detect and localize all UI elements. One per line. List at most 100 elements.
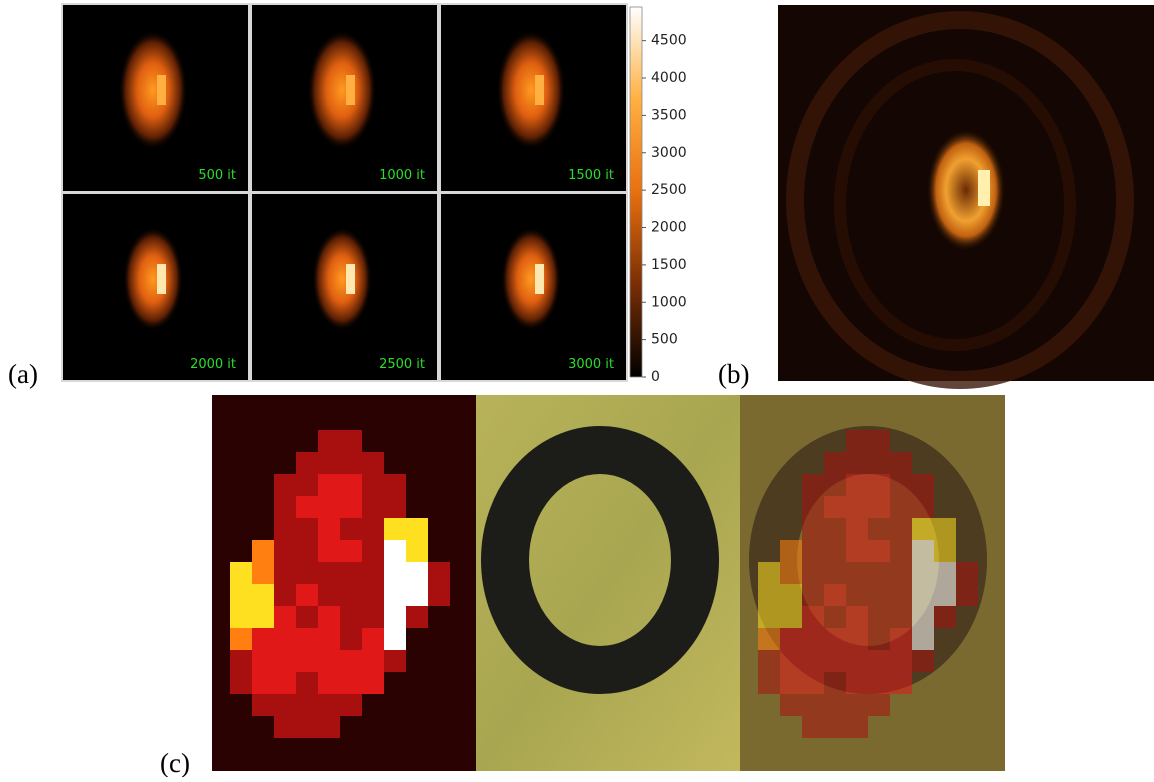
heat-pixel bbox=[780, 694, 802, 716]
heat-pixel bbox=[802, 716, 824, 738]
heat-pixel bbox=[362, 452, 384, 474]
heat-pixel bbox=[890, 518, 912, 540]
heat-pixel bbox=[890, 474, 912, 496]
blob bbox=[308, 30, 377, 150]
heat-pixel bbox=[846, 584, 868, 606]
heat-pixel bbox=[274, 650, 296, 672]
heat-pixel bbox=[362, 562, 384, 584]
heat-pixel bbox=[868, 606, 890, 628]
heat-pixel bbox=[296, 672, 318, 694]
colorbar-tick-label: 4500 bbox=[651, 33, 687, 49]
heat-pixel bbox=[362, 628, 384, 650]
heat-pixel bbox=[912, 474, 934, 496]
heat-pixel bbox=[802, 672, 824, 694]
heat-pixel bbox=[868, 584, 890, 606]
tile-label: 1500 it bbox=[568, 168, 614, 183]
heat-pixel bbox=[846, 474, 868, 496]
heat-pixel bbox=[252, 672, 274, 694]
heat-pixel bbox=[274, 694, 296, 716]
heat-pixel bbox=[362, 584, 384, 606]
heat-pixel bbox=[802, 694, 824, 716]
tile-label: 500 it bbox=[198, 168, 236, 183]
heat-pixel bbox=[868, 694, 890, 716]
heat-pixel bbox=[340, 606, 362, 628]
figure: 500 it1000 it1500 it2000 it2500 it3000 i… bbox=[0, 0, 1154, 777]
heat-pixel bbox=[846, 606, 868, 628]
colorbar-tick-label: 1500 bbox=[651, 257, 687, 273]
tile-label: 2500 it bbox=[379, 357, 425, 372]
panel-label: (c) bbox=[160, 748, 190, 777]
heat-pixel bbox=[362, 474, 384, 496]
heat-pixel bbox=[274, 562, 296, 584]
heat-pixel bbox=[890, 562, 912, 584]
heat-pixel bbox=[934, 606, 956, 628]
heat-pixel bbox=[890, 628, 912, 650]
heat-pixel bbox=[802, 628, 824, 650]
heat-pixel bbox=[824, 474, 846, 496]
heat-pixel bbox=[758, 650, 780, 672]
heat-pixel bbox=[252, 540, 274, 562]
heat-pixel bbox=[868, 518, 890, 540]
hotspot bbox=[346, 75, 355, 105]
hotspot bbox=[346, 264, 355, 294]
hotspot bbox=[978, 170, 990, 206]
heat-pixel bbox=[318, 672, 340, 694]
heat-pixel bbox=[318, 474, 340, 496]
heat-pixel bbox=[780, 628, 802, 650]
heat-pixel bbox=[824, 540, 846, 562]
heat-pixel bbox=[340, 628, 362, 650]
heat-pixel bbox=[890, 584, 912, 606]
heat-pixel bbox=[362, 606, 384, 628]
heat-pixel bbox=[824, 628, 846, 650]
heat-pixel bbox=[868, 452, 890, 474]
heat-pixel bbox=[252, 562, 274, 584]
heat-pixel bbox=[296, 650, 318, 672]
heat-pixel bbox=[428, 584, 450, 606]
heat-pixel bbox=[846, 496, 868, 518]
heat-pixel bbox=[230, 650, 252, 672]
heat-pixel bbox=[868, 430, 890, 452]
heat-pixel bbox=[384, 474, 406, 496]
colorbar-tick-label: 0 bbox=[651, 369, 660, 385]
heat-pixel bbox=[934, 562, 956, 584]
heat-pixel bbox=[230, 584, 252, 606]
heat-pixel bbox=[340, 540, 362, 562]
heat-pixel bbox=[384, 562, 406, 584]
heat-pixel bbox=[384, 496, 406, 518]
heat-pixel bbox=[406, 584, 428, 606]
heat-pixel bbox=[934, 584, 956, 606]
hotspot bbox=[157, 264, 166, 294]
panel-b bbox=[778, 5, 1154, 381]
heat-pixel bbox=[340, 584, 362, 606]
heat-pixel bbox=[296, 518, 318, 540]
colorbar-tick-label: 4000 bbox=[651, 70, 687, 86]
heat-pixel bbox=[340, 452, 362, 474]
heat-pixel bbox=[802, 496, 824, 518]
heat-pixel bbox=[384, 650, 406, 672]
heat-pixel bbox=[824, 584, 846, 606]
blob bbox=[119, 30, 188, 150]
heat-pixel bbox=[912, 606, 934, 628]
heat-pixel bbox=[318, 606, 340, 628]
heat-pixel bbox=[318, 694, 340, 716]
heat-pixel bbox=[384, 606, 406, 628]
heat-pixel bbox=[296, 452, 318, 474]
heat-pixel bbox=[340, 518, 362, 540]
heat-pixel bbox=[846, 562, 868, 584]
heat-pixel bbox=[252, 628, 274, 650]
heat-pixel bbox=[296, 540, 318, 562]
heat-pixel bbox=[758, 584, 780, 606]
hotspot bbox=[535, 75, 544, 105]
blob bbox=[497, 30, 566, 150]
heat-pixel bbox=[824, 716, 846, 738]
heat-pixel bbox=[802, 474, 824, 496]
tile-label: 1000 it bbox=[379, 168, 425, 183]
heat-pixel bbox=[274, 474, 296, 496]
heat-pixel bbox=[318, 716, 340, 738]
heat-pixel bbox=[824, 672, 846, 694]
heat-pixel bbox=[230, 672, 252, 694]
blob bbox=[926, 128, 1006, 252]
heat-pixel bbox=[252, 650, 274, 672]
colorbar-tick-label: 2500 bbox=[651, 182, 687, 198]
